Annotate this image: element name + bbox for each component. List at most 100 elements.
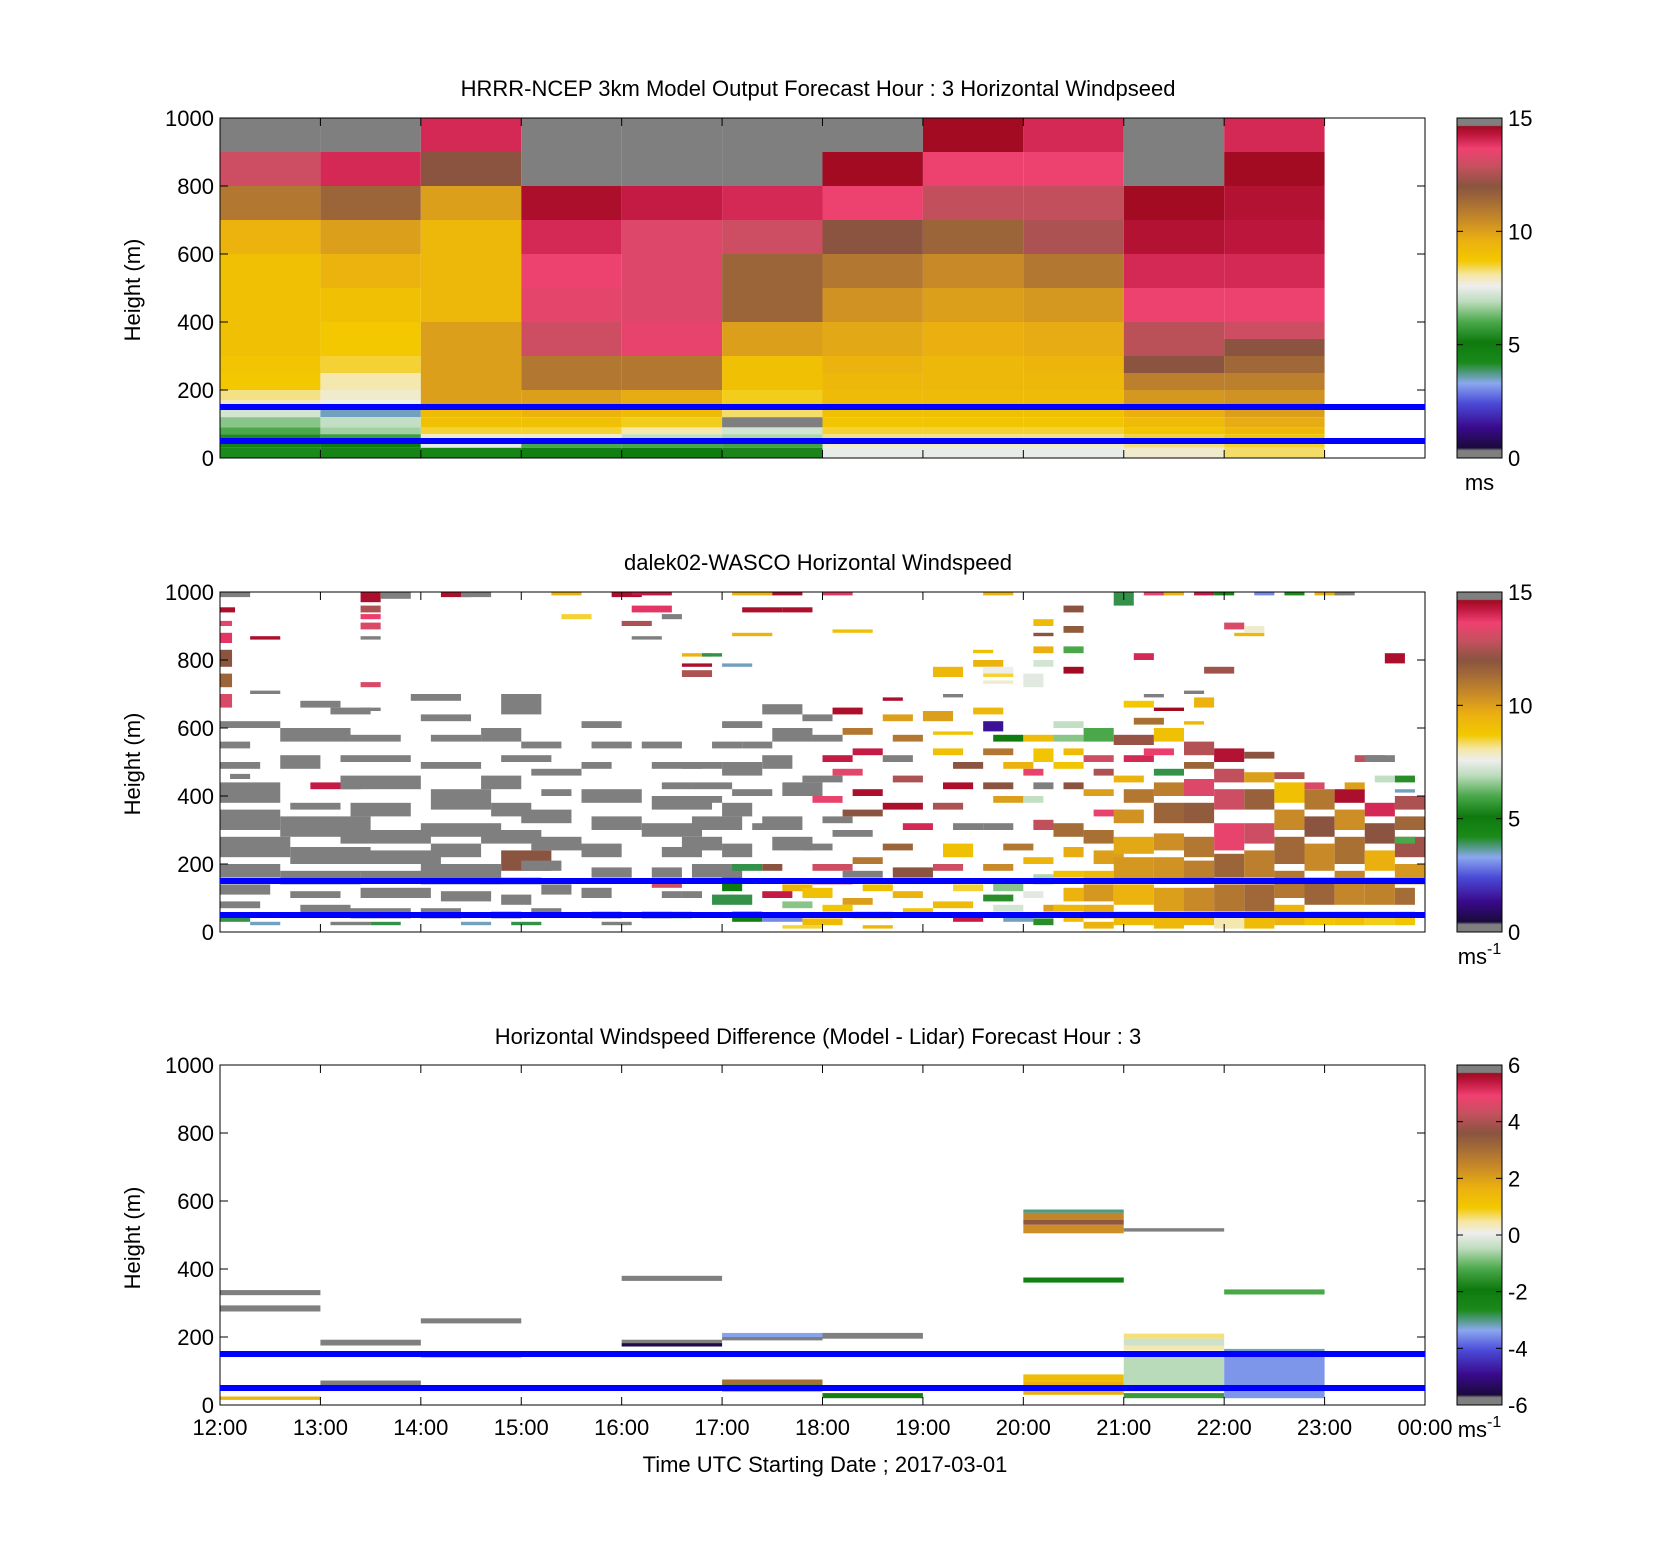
- heatmap-cell: [360, 622, 381, 630]
- heatmap-cell: [621, 407, 723, 418]
- colorbar-tick-label: -6: [1508, 1393, 1528, 1418]
- heatmap-cell: [360, 682, 381, 688]
- heatmap-cell: [420, 762, 482, 769]
- x-tick-label: 20:00: [996, 1415, 1051, 1440]
- heatmap-cell: [220, 721, 281, 728]
- heatmap-cell: [1123, 356, 1225, 373]
- heatmap-cell: [732, 789, 773, 796]
- heatmap-cell: [902, 908, 933, 915]
- heatmap-cell: [943, 694, 964, 698]
- heatmap-cell: [722, 663, 753, 667]
- heatmap-cell: [220, 427, 321, 435]
- heatmap-cell: [521, 809, 572, 824]
- heatmap-cell: [1023, 891, 1044, 898]
- heatmap-cell: [1023, 673, 1044, 688]
- x-tick-label: 12:00: [192, 1415, 247, 1440]
- heatmap-cell: [782, 782, 823, 796]
- colorbar-tick-label: 5: [1508, 807, 1520, 832]
- heatmap-cell: [822, 220, 923, 254]
- heatmap-cell: [822, 441, 923, 448]
- heatmap-cell: [691, 864, 743, 878]
- heatmap-cell: [691, 816, 743, 830]
- heatmap-cell: [1214, 853, 1245, 878]
- heatmap-cell: [842, 898, 873, 905]
- heatmap-cell: [983, 782, 1014, 790]
- heatmap-cell: [1123, 1352, 1225, 1392]
- heatmap-cell: [621, 1343, 723, 1347]
- heatmap-cell: [1194, 697, 1215, 708]
- heatmap-cell: [1153, 857, 1184, 881]
- heatmap-cell: [621, 390, 723, 407]
- heatmap-cell: [822, 407, 923, 418]
- heatmap-cell: [360, 870, 451, 881]
- heatmap-cell: [1153, 802, 1184, 824]
- heatmap-cell: [1184, 915, 1215, 926]
- heatmap-cell: [762, 816, 803, 830]
- heatmap-cell: [922, 356, 1024, 373]
- heatmap-cell: [822, 152, 923, 186]
- heatmap-cell: [802, 918, 843, 926]
- heatmap-cell: [862, 925, 893, 929]
- heatmap-cell: [822, 816, 853, 824]
- heatmap-cell: [420, 186, 522, 220]
- heatmap-cell: [1123, 186, 1225, 220]
- heatmap-cell: [932, 731, 974, 735]
- heatmap-cell: [581, 762, 612, 769]
- heatmap-cell: [943, 782, 974, 790]
- heatmap-cell: [320, 288, 421, 322]
- lidar-x-tickmarks: [219, 592, 1426, 932]
- heatmap-cell: [1123, 322, 1225, 356]
- heatmap-cell: [712, 894, 753, 905]
- heatmap-cell: [922, 118, 1024, 152]
- heatmap-cell: [581, 843, 622, 858]
- heatmap-cell: [1113, 809, 1144, 824]
- heatmap-cell: [501, 694, 542, 715]
- heatmap-cell: [420, 322, 522, 356]
- heatmap-cell: [722, 288, 823, 322]
- heatmap-cell: [1033, 646, 1054, 654]
- heatmap-cell: [1274, 836, 1305, 864]
- model-heatmap-cells: [220, 118, 1325, 458]
- heatmap-cell: [1023, 768, 1044, 776]
- heatmap-cell: [420, 407, 522, 418]
- heatmap-cell: [822, 373, 923, 390]
- heatmap-cell: [953, 915, 984, 922]
- colorbar-tick-label: 4: [1508, 1110, 1520, 1135]
- heatmap-cell: [762, 704, 803, 715]
- heatmap-cell: [1364, 823, 1395, 844]
- heatmap-cell: [822, 390, 923, 407]
- heatmap-cell: [1033, 782, 1054, 790]
- heatmap-cell: [832, 707, 863, 715]
- colorbar-tick-label: 0: [1508, 446, 1520, 471]
- heatmap-cell: [1133, 717, 1164, 725]
- heatmap-cell: [521, 417, 622, 428]
- heatmap-cell: [1083, 921, 1114, 929]
- heatmap-cell: [922, 427, 1024, 435]
- heatmap-cell: [420, 356, 522, 390]
- heatmap-cell: [220, 390, 321, 401]
- heatmap-cell: [1063, 887, 1084, 902]
- heatmap-cell: [591, 741, 632, 749]
- heatmap-cell: [782, 884, 813, 892]
- heatmap-cell: [852, 857, 883, 864]
- heatmap-cell: [1224, 1289, 1325, 1295]
- heatmap-cell: [320, 322, 421, 356]
- heatmap-cell: [822, 417, 923, 428]
- heatmap-cell: [220, 288, 321, 322]
- heatmap-cell: [621, 356, 723, 373]
- heatmap-cell: [1123, 254, 1225, 288]
- heatmap-cell: [1214, 768, 1245, 783]
- heatmap-cell: [661, 614, 682, 620]
- heatmap-cell: [420, 254, 522, 288]
- heatmap-cell: [521, 373, 622, 390]
- lidar-y-axis: 0 200 400 600 800 1000: [165, 580, 1425, 945]
- time-axis-label: Time UTC Starting Date ; 2017-03-01: [643, 1452, 1008, 1477]
- heatmap-cell: [1053, 870, 1084, 878]
- heatmap-cell: [330, 921, 371, 926]
- colorbar-tick-label: -4: [1508, 1336, 1528, 1361]
- heatmap-cell: [722, 152, 823, 186]
- heatmap-cell: [1123, 447, 1225, 458]
- heatmap-cell: [440, 592, 472, 598]
- heatmap-cell: [1153, 707, 1184, 711]
- x-tick-label: 21:00: [1096, 1415, 1151, 1440]
